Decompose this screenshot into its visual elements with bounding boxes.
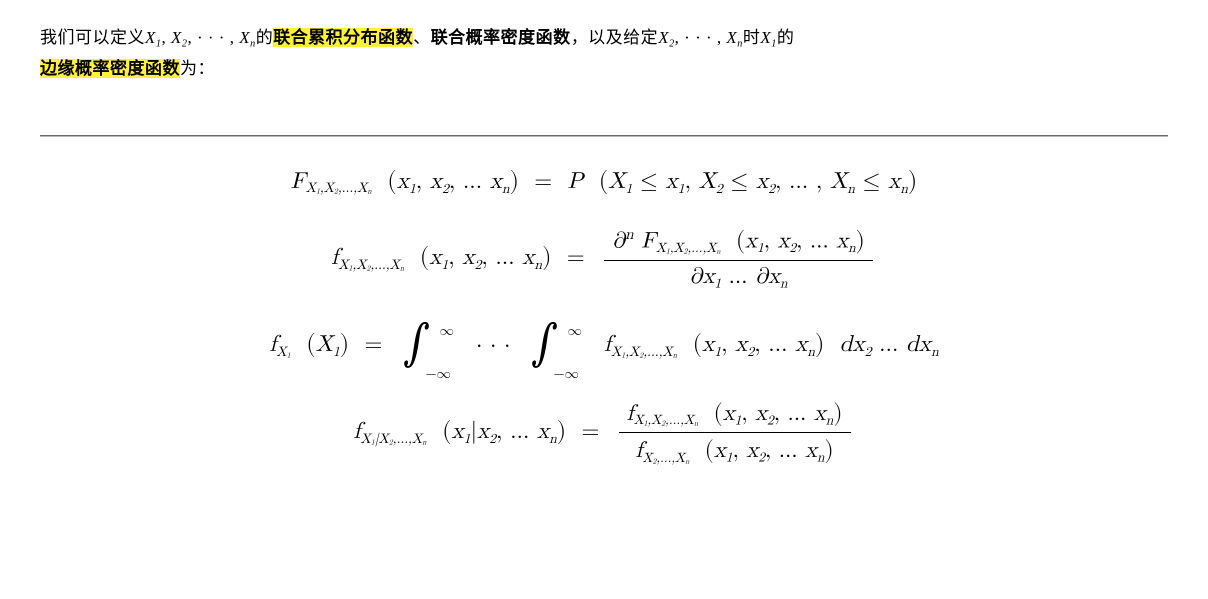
equation-joint-cdf: FX1,X2,…,Xn (x1, x2, … xn) = P (X1 ≤ x1,… bbox=[40, 168, 1168, 198]
equations-block: FX1,X2,…,Xn (x1, x2, … xn) = P (X1 ≤ x1,… bbox=[40, 168, 1168, 467]
highlighted-term-marginal-pdf: 边缘概率密度函数 bbox=[40, 59, 180, 78]
section-divider bbox=[40, 135, 1168, 138]
text-segment: 我们可以定义 bbox=[40, 28, 145, 47]
equation-joint-pdf: fX1,X2,…,Xn (x1, x2, … xn) = ∂n FX1,X2,…… bbox=[40, 227, 1168, 291]
bold-term-joint-pdf: 联合概率密度函数 bbox=[431, 28, 571, 47]
equation-conditional-pdf: fX1|X2,…,Xn (x1|x2, … xn) = fX1,X2,…,Xn … bbox=[40, 400, 1168, 466]
highlighted-term-joint-cdf: 联合累积分布函数 bbox=[273, 28, 413, 47]
page-content: 我们可以定义X1, X2, · · · , Xn的联合累积分布函数、联合概率密度… bbox=[0, 0, 1208, 526]
intro-paragraph: 我们可以定义X1, X2, · · · , Xn的联合累积分布函数、联合概率密度… bbox=[40, 23, 1168, 85]
equation-marginal-pdf: fX1 (X1) = ∫ ∞−∞ · · · ∫ ∞−∞ fX1,X2,…,Xn… bbox=[40, 321, 1168, 369]
